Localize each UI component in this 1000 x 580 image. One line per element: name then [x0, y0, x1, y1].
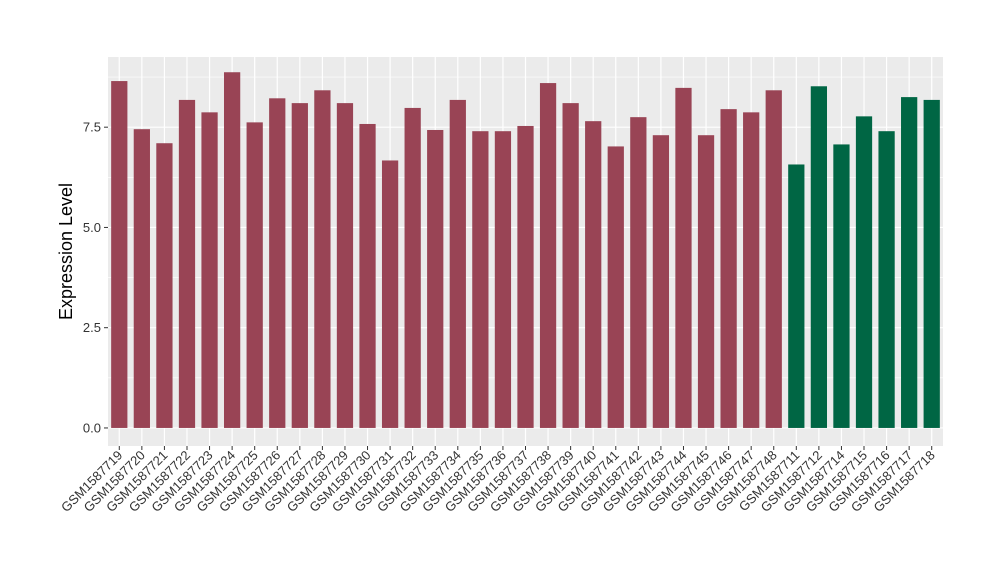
bar-GSM1587719: [111, 81, 128, 428]
bar-GSM1587715: [855, 116, 873, 428]
bar-GSM1587746: [720, 109, 737, 428]
bar-GSM1587748: [765, 90, 782, 428]
bar-GSM1587730: [359, 123, 376, 428]
bar-GSM1587722: [178, 99, 196, 428]
bar-GSM1587726: [269, 98, 286, 428]
bar-GSM1587711: [788, 164, 805, 428]
bar-GSM1587714: [833, 144, 850, 428]
y-tick-label: 2.5: [83, 320, 101, 335]
bar-GSM1587731: [381, 160, 399, 428]
bar-GSM1587725: [246, 122, 263, 428]
bar-GSM1587721: [156, 143, 173, 428]
bar-GSM1587716: [878, 131, 895, 428]
bar-GSM1587727: [291, 103, 308, 428]
bars: [111, 72, 940, 428]
x-axis: GSM1587719GSM1587720GSM1587721GSM1587722…: [58, 446, 938, 515]
bar-GSM1587739: [562, 103, 579, 428]
bar-GSM1587729: [336, 103, 354, 428]
bar-GSM1587723: [201, 112, 218, 428]
bar-GSM1587747: [743, 112, 760, 428]
bar-GSM1587743: [652, 135, 670, 428]
bar-GSM1587732: [404, 107, 421, 428]
bar-GSM1587742: [630, 117, 647, 428]
bar-GSM1587717: [901, 97, 918, 428]
y-tick-label: 5.0: [83, 220, 101, 235]
bar-GSM1587735: [472, 131, 489, 428]
bar-GSM1587745: [697, 135, 715, 428]
y-axis: 0.0 2.5 5.0 7.5: [83, 120, 108, 435]
y-tick-label: 7.5: [83, 120, 101, 135]
y-axis-title: Expression Level: [56, 183, 76, 320]
bar-GSM1587740: [585, 121, 602, 428]
bar-GSM1587737: [517, 125, 534, 428]
bar-GSM1587733: [427, 129, 444, 428]
bar-GSM1587720: [133, 129, 150, 428]
y-tick-label: 0.0: [83, 420, 101, 435]
bar-GSM1587724: [223, 72, 241, 428]
bar-GSM1587712: [810, 86, 828, 428]
bar-GSM1587741: [607, 146, 624, 428]
bar-GSM1587734: [449, 99, 466, 428]
bar-GSM1587744: [675, 87, 692, 428]
bar-GSM1587728: [314, 90, 331, 428]
bar-GSM1587738: [539, 83, 557, 428]
bar-GSM1587718: [923, 99, 940, 428]
bar-GSM1587736: [494, 131, 512, 428]
